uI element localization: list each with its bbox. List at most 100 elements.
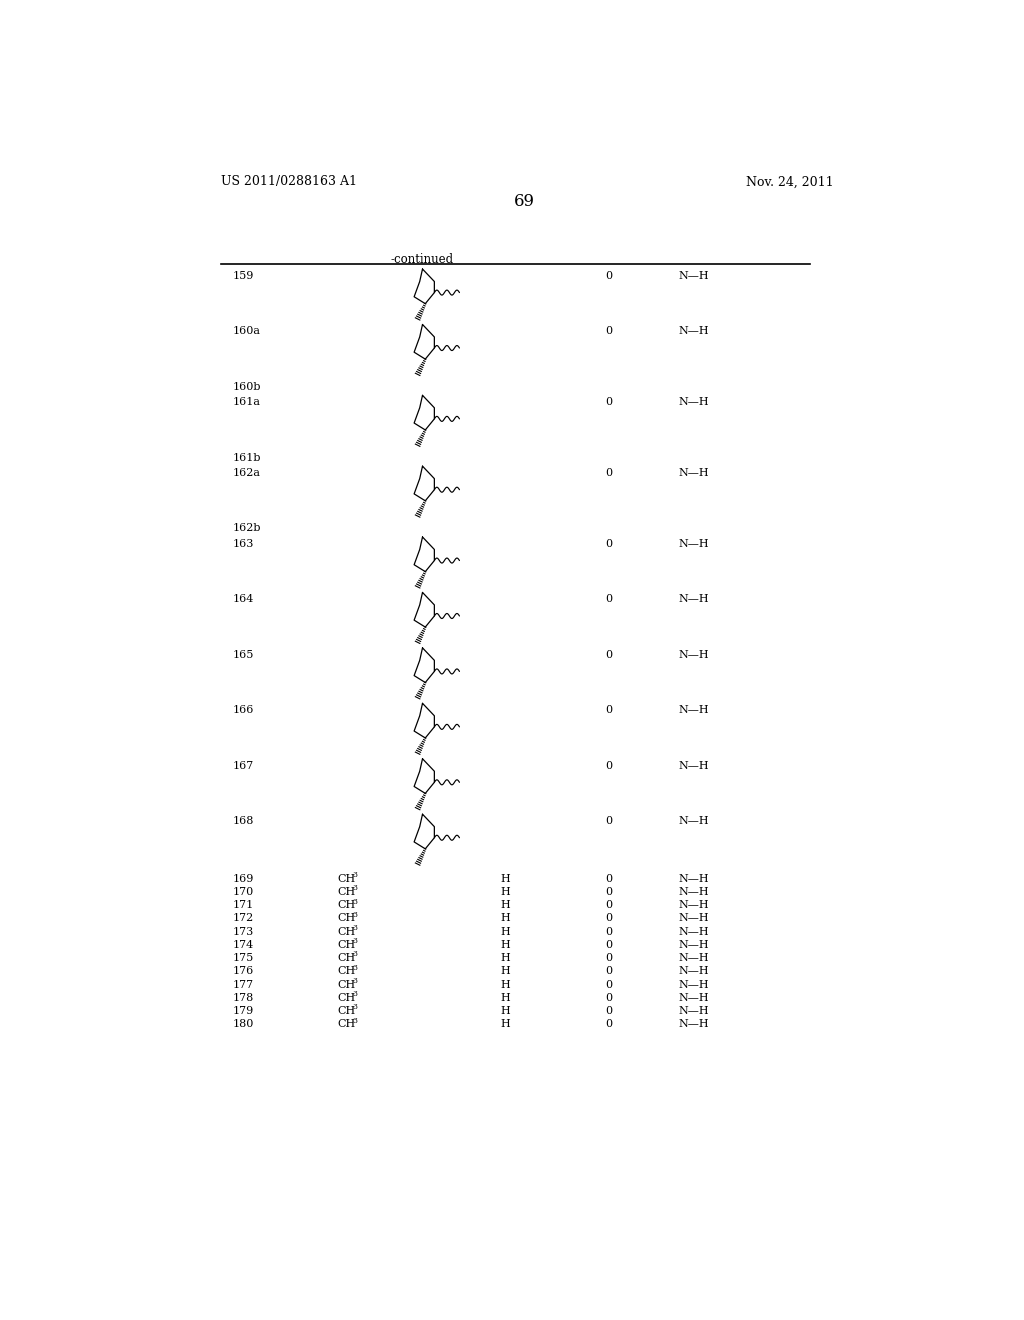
Text: 180: 180 <box>232 1019 254 1030</box>
Text: N—H: N—H <box>678 271 709 281</box>
Text: 0: 0 <box>605 271 612 281</box>
Text: CH: CH <box>337 966 355 977</box>
Text: 164: 164 <box>232 594 254 605</box>
Text: 172: 172 <box>232 913 254 924</box>
Text: Nov. 24, 2011: Nov. 24, 2011 <box>745 176 834 189</box>
Text: N—H: N—H <box>678 705 709 715</box>
Text: 171: 171 <box>232 900 254 911</box>
Text: N—H: N—H <box>678 1006 709 1016</box>
Text: N—H: N—H <box>678 940 709 950</box>
Text: US 2011/0288163 A1: US 2011/0288163 A1 <box>221 176 357 189</box>
Text: 0: 0 <box>605 874 612 883</box>
Text: CH: CH <box>337 940 355 950</box>
Text: -continued: -continued <box>391 253 454 267</box>
Text: N—H: N—H <box>678 326 709 337</box>
Text: 162a: 162a <box>232 469 261 478</box>
Text: 0: 0 <box>605 913 612 924</box>
Text: H: H <box>500 993 510 1003</box>
Text: 3: 3 <box>352 990 357 998</box>
Text: CH: CH <box>337 1019 355 1030</box>
Text: CH: CH <box>337 953 355 964</box>
Text: 174: 174 <box>232 940 254 950</box>
Text: 0: 0 <box>605 979 612 990</box>
Text: H: H <box>500 953 510 964</box>
Text: 0: 0 <box>605 887 612 898</box>
Text: CH: CH <box>337 927 355 937</box>
Text: 3: 3 <box>352 1003 357 1011</box>
Text: 160a: 160a <box>232 326 261 337</box>
Text: 3: 3 <box>352 898 357 906</box>
Text: H: H <box>500 979 510 990</box>
Text: 0: 0 <box>605 594 612 605</box>
Text: N—H: N—H <box>678 1019 709 1030</box>
Text: 3: 3 <box>352 950 357 958</box>
Text: H: H <box>500 927 510 937</box>
Text: 170: 170 <box>232 887 254 898</box>
Text: 162b: 162b <box>232 524 261 533</box>
Text: 3: 3 <box>352 884 357 892</box>
Text: 168: 168 <box>232 816 254 826</box>
Text: H: H <box>500 913 510 924</box>
Text: N—H: N—H <box>678 874 709 883</box>
Text: 165: 165 <box>232 649 254 660</box>
Text: 161a: 161a <box>232 397 261 407</box>
Text: N—H: N—H <box>678 887 709 898</box>
Text: 161b: 161b <box>232 453 261 462</box>
Text: 3: 3 <box>352 924 357 932</box>
Text: N—H: N—H <box>678 539 709 549</box>
Text: CH: CH <box>337 913 355 924</box>
Text: H: H <box>500 1019 510 1030</box>
Text: 0: 0 <box>605 397 612 407</box>
Text: 3: 3 <box>352 911 357 919</box>
Text: 0: 0 <box>605 469 612 478</box>
Text: N—H: N—H <box>678 966 709 977</box>
Text: N—H: N—H <box>678 993 709 1003</box>
Text: 0: 0 <box>605 940 612 950</box>
Text: 69: 69 <box>514 193 536 210</box>
Text: 163: 163 <box>232 539 254 549</box>
Text: 0: 0 <box>605 966 612 977</box>
Text: 0: 0 <box>605 705 612 715</box>
Text: 0: 0 <box>605 539 612 549</box>
Text: H: H <box>500 900 510 911</box>
Text: N—H: N—H <box>678 979 709 990</box>
Text: 0: 0 <box>605 993 612 1003</box>
Text: N—H: N—H <box>678 649 709 660</box>
Text: H: H <box>500 940 510 950</box>
Text: N—H: N—H <box>678 953 709 964</box>
Text: N—H: N—H <box>678 927 709 937</box>
Text: 0: 0 <box>605 649 612 660</box>
Text: N—H: N—H <box>678 469 709 478</box>
Text: N—H: N—H <box>678 900 709 911</box>
Text: 3: 3 <box>352 937 357 945</box>
Text: 3: 3 <box>352 871 357 879</box>
Text: 166: 166 <box>232 705 254 715</box>
Text: CH: CH <box>337 900 355 911</box>
Text: CH: CH <box>337 993 355 1003</box>
Text: H: H <box>500 966 510 977</box>
Text: 175: 175 <box>232 953 254 964</box>
Text: 0: 0 <box>605 1006 612 1016</box>
Text: 0: 0 <box>605 760 612 771</box>
Text: 3: 3 <box>352 977 357 985</box>
Text: 0: 0 <box>605 927 612 937</box>
Text: 169: 169 <box>232 874 254 883</box>
Text: N—H: N—H <box>678 760 709 771</box>
Text: 160b: 160b <box>232 381 261 392</box>
Text: CH: CH <box>337 979 355 990</box>
Text: 3: 3 <box>352 964 357 972</box>
Text: 0: 0 <box>605 900 612 911</box>
Text: 0: 0 <box>605 326 612 337</box>
Text: CH: CH <box>337 874 355 883</box>
Text: 0: 0 <box>605 816 612 826</box>
Text: N—H: N—H <box>678 594 709 605</box>
Text: 173: 173 <box>232 927 254 937</box>
Text: N—H: N—H <box>678 397 709 407</box>
Text: N—H: N—H <box>678 816 709 826</box>
Text: H: H <box>500 1006 510 1016</box>
Text: 178: 178 <box>232 993 254 1003</box>
Text: 176: 176 <box>232 966 254 977</box>
Text: 0: 0 <box>605 1019 612 1030</box>
Text: 167: 167 <box>232 760 254 771</box>
Text: 179: 179 <box>232 1006 254 1016</box>
